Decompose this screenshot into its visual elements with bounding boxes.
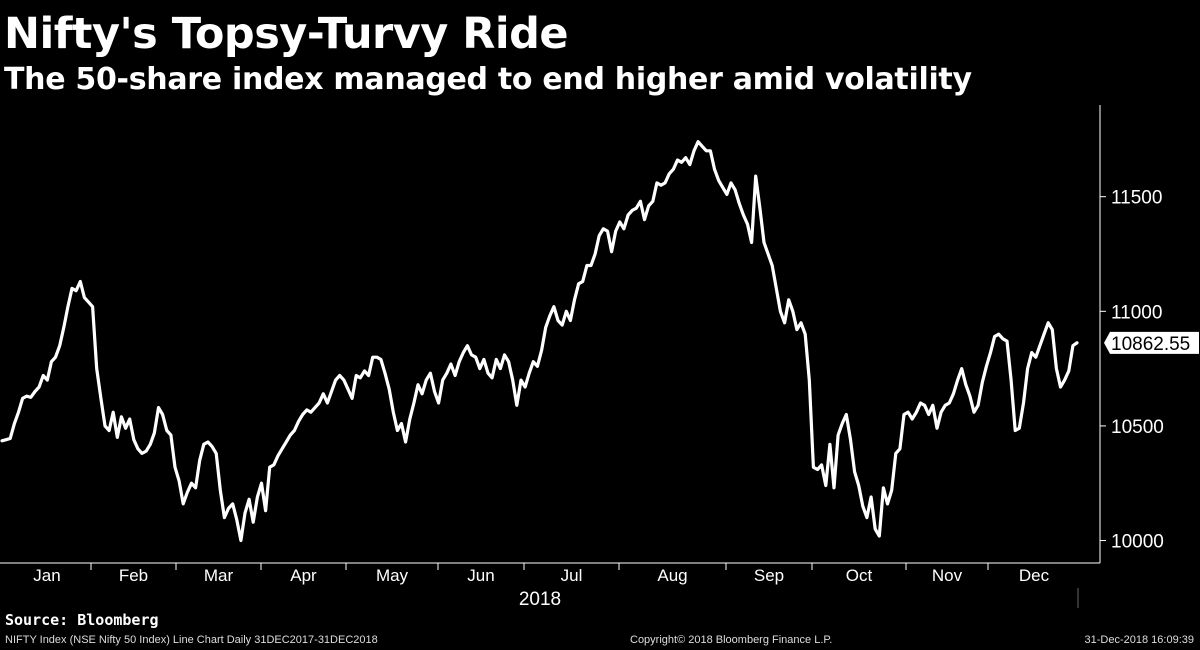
nifty-series-line [0, 140, 1079, 543]
y-tick-label: 10500 [1111, 417, 1164, 438]
y-tick-label: 10000 [1111, 532, 1164, 553]
x-tick-label: Jul [561, 566, 583, 585]
last-value-badge [1104, 331, 1199, 354]
last-value-label: 10862.55 [1111, 334, 1190, 355]
x-tick-label: Apr [290, 566, 317, 585]
source-note: Source: Bloomberg [5, 611, 159, 629]
chart-subtitle: The 50-share index managed to end higher… [4, 62, 972, 97]
x-tick-label: Mar [204, 566, 234, 585]
x-tick-label: Oct [846, 566, 873, 585]
x-tick-label: May [376, 566, 409, 585]
x-tick-label: Nov [932, 566, 963, 585]
chart-description: NIFTY Index (NSE Nifty 50 Index) Line Ch… [5, 634, 378, 646]
x-tick-label: Jun [467, 566, 494, 585]
x-tick-label: Sep [754, 566, 784, 585]
copyright-note: Copyright© 2018 Bloomberg Finance L.P. [630, 634, 833, 646]
timestamp: 31-Dec-2018 16:09:39 [1084, 634, 1194, 646]
x-tick-label: Jan [33, 566, 60, 585]
x-tick-label: Aug [657, 566, 687, 585]
x-tick-label: Dec [1019, 566, 1050, 585]
chart-title: Nifty's Topsy-Turvy Ride [4, 9, 569, 59]
y-tick-label: 11500 [1111, 188, 1162, 209]
y-tick-label: 11000 [1111, 302, 1162, 323]
x-tick-label: Feb [119, 566, 148, 585]
x-axis-year-label: 2018 [519, 589, 561, 610]
